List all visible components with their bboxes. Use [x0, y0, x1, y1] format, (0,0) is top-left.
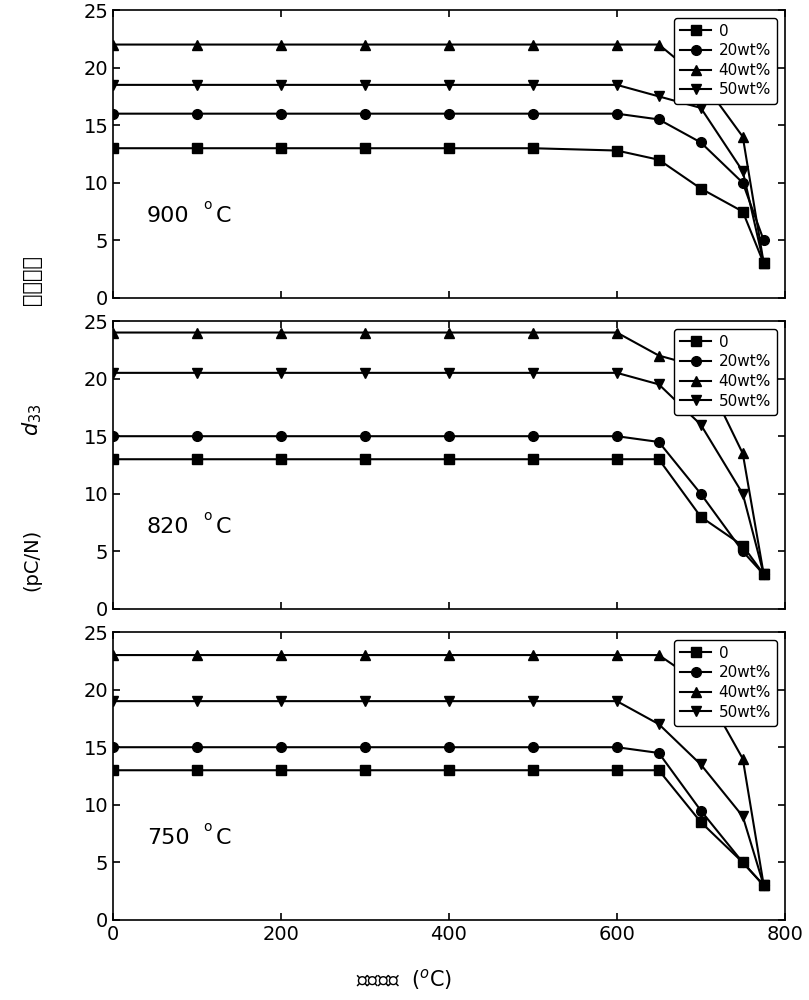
Text: 退火温度  ($^o$C): 退火温度 ($^o$C) [356, 968, 453, 992]
Text: 压电常数: 压电常数 [23, 255, 42, 305]
Text: 750: 750 [147, 828, 189, 848]
Legend: 0, 20wt%, 40wt%, 50wt%: 0, 20wt%, 40wt%, 50wt% [674, 329, 777, 415]
Text: C: C [215, 828, 231, 848]
Text: (pC/N): (pC/N) [23, 529, 42, 591]
Text: C: C [215, 206, 231, 226]
Text: 900: 900 [147, 206, 189, 226]
Text: $d_{33}$: $d_{33}$ [20, 404, 44, 436]
Text: 820: 820 [147, 517, 189, 537]
Legend: 0, 20wt%, 40wt%, 50wt%: 0, 20wt%, 40wt%, 50wt% [674, 640, 777, 726]
Text: o: o [203, 509, 212, 523]
Text: C: C [215, 517, 231, 537]
Text: o: o [203, 198, 212, 212]
Legend: 0, 20wt%, 40wt%, 50wt%: 0, 20wt%, 40wt%, 50wt% [674, 18, 777, 104]
Text: o: o [203, 820, 212, 834]
